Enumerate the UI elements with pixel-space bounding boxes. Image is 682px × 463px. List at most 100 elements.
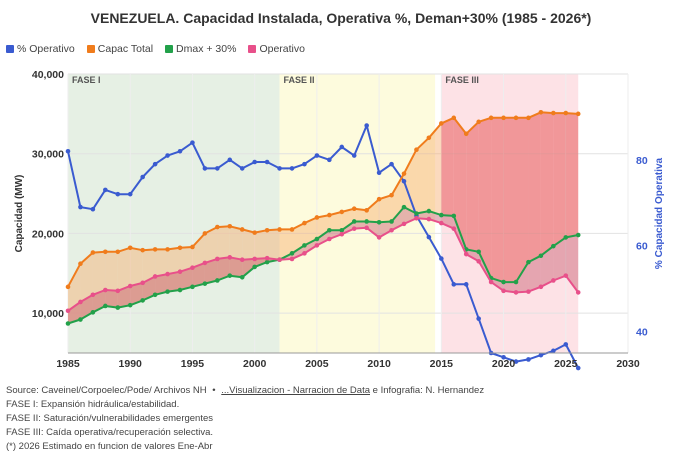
operativo-point bbox=[575, 365, 581, 371]
x-tick-label: 2000 bbox=[243, 358, 267, 370]
dmax-30-point bbox=[289, 251, 295, 256]
capac-total-point bbox=[327, 212, 332, 218]
operativo-point bbox=[127, 283, 133, 289]
fase-i-label: FASE I bbox=[72, 75, 101, 85]
operativo-point bbox=[302, 161, 307, 167]
demand-gap-band bbox=[316, 230, 330, 246]
dmax-30-point bbox=[401, 204, 407, 210]
capac-total-point bbox=[177, 245, 183, 251]
source-link[interactable]: ...Visualizacion - Narracion de Data bbox=[221, 385, 370, 396]
operativo-point bbox=[289, 166, 295, 171]
capac-total-point bbox=[526, 115, 531, 121]
capacity-reserve-band bbox=[428, 123, 442, 216]
fase-ii-label: FASE II bbox=[284, 75, 315, 85]
capac-total-point bbox=[115, 249, 121, 255]
capac-total-point bbox=[563, 110, 569, 116]
operativo-point bbox=[115, 191, 121, 197]
dmax-30-point bbox=[177, 287, 183, 293]
capacity-reserve-band bbox=[478, 117, 492, 279]
operativo-point bbox=[327, 157, 332, 163]
operativo-point bbox=[302, 251, 307, 256]
capacity-reserve-band bbox=[180, 246, 193, 291]
operativo-point bbox=[563, 342, 569, 347]
operativo-point bbox=[364, 225, 369, 231]
demand-gap-band bbox=[292, 245, 305, 259]
dmax-30-point bbox=[575, 232, 581, 238]
operativo-point bbox=[165, 153, 170, 158]
capacity-reserve-band bbox=[416, 137, 429, 214]
capacity-reserve-band bbox=[229, 226, 243, 278]
capacity-reserve-band bbox=[528, 112, 541, 263]
dmax-30-point bbox=[65, 321, 71, 326]
operativo-point bbox=[127, 191, 133, 197]
y-tick-label: 20,000 bbox=[32, 228, 64, 240]
legend-item-operativo: Operativo bbox=[248, 43, 305, 55]
operativo-point bbox=[140, 174, 145, 180]
capacity-reserve-band bbox=[117, 247, 131, 308]
demand-gap-band bbox=[404, 207, 417, 224]
operativo-point bbox=[414, 215, 419, 221]
operativo-point bbox=[227, 255, 233, 260]
capacity-reserve-band bbox=[105, 251, 118, 308]
chart-legend: % Operativo Capac Total Dmax + 30% Operativ… bbox=[6, 43, 305, 55]
dmax-30-point bbox=[264, 259, 270, 265]
operativo-point bbox=[451, 282, 457, 287]
footer-note-fase-3: FASE III: Caída operativa/recuperación s… bbox=[6, 427, 213, 438]
operativo-point bbox=[314, 153, 320, 158]
operativo-point bbox=[476, 259, 481, 264]
demand-gap-band bbox=[516, 262, 529, 293]
capac-total-point bbox=[414, 147, 419, 153]
operativo-point bbox=[190, 265, 195, 271]
operativo-point bbox=[239, 166, 245, 171]
y-tick-label: 30,000 bbox=[32, 149, 64, 161]
operativo-point bbox=[488, 279, 494, 285]
capacity-reserve-band bbox=[92, 251, 106, 313]
capac-total-point bbox=[90, 250, 96, 255]
demand-gap-band bbox=[540, 246, 554, 287]
capacity-reserve-band bbox=[329, 211, 342, 231]
dmax-30-point bbox=[538, 253, 544, 259]
y-right-tick-label: 80 bbox=[636, 155, 648, 167]
operativo-line bbox=[67, 217, 580, 312]
dmax-30-point bbox=[426, 208, 432, 214]
dmax-30-point bbox=[202, 281, 208, 286]
capac-total-point bbox=[314, 215, 320, 220]
capac-total-point bbox=[476, 119, 481, 125]
x-tick-label: 1995 bbox=[181, 358, 205, 370]
capac-total-point bbox=[239, 227, 245, 232]
legend-item-operativo: % Operativo bbox=[6, 43, 75, 55]
demand-gap-band bbox=[242, 258, 255, 278]
capacity-reserve-band bbox=[491, 117, 504, 283]
operativo-point bbox=[339, 144, 345, 150]
operativo-point bbox=[563, 273, 569, 278]
legend-swatch bbox=[248, 45, 257, 53]
operativo-point bbox=[239, 257, 245, 263]
dmax-30-point bbox=[140, 298, 145, 303]
capacity-reserve-band bbox=[366, 199, 380, 223]
y-right-tick-label: 40 bbox=[636, 327, 648, 339]
capac-total-point bbox=[351, 206, 357, 212]
capac-total-point bbox=[513, 115, 519, 121]
dmax-30-point bbox=[90, 310, 96, 315]
capac-total-point bbox=[538, 109, 544, 115]
capac-total-point bbox=[401, 171, 407, 176]
dmax-30-point bbox=[103, 303, 108, 309]
demand-gap-band bbox=[503, 282, 516, 293]
capacity-reserve-band bbox=[540, 112, 554, 256]
capac-total-point bbox=[389, 192, 394, 198]
dmax-30-point bbox=[302, 243, 307, 248]
operativo-point bbox=[575, 290, 581, 295]
capacity-reserve-band bbox=[267, 229, 280, 263]
dmax-30-point bbox=[227, 273, 233, 278]
operativo-point bbox=[551, 348, 556, 354]
capac-total-point bbox=[264, 227, 270, 233]
capac-total-point bbox=[202, 231, 208, 236]
dmax-30-point bbox=[314, 236, 320, 242]
x-tick-label: 2025 bbox=[554, 358, 578, 370]
operativo-point bbox=[389, 227, 394, 233]
legend-swatch bbox=[6, 45, 14, 53]
operativo-point bbox=[103, 287, 108, 293]
capac-total-point bbox=[227, 223, 233, 229]
operativo-point bbox=[65, 308, 71, 314]
capac-total-point bbox=[165, 247, 170, 252]
